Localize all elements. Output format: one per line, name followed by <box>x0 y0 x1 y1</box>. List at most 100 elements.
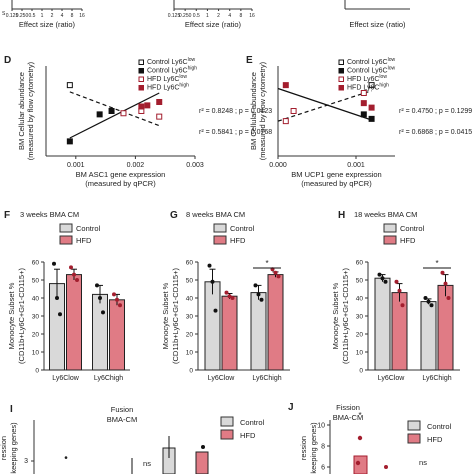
regression-line <box>69 91 160 127</box>
legend-marker <box>138 76 144 82</box>
data-point <box>52 261 56 266</box>
y-tick-label: 20 <box>356 332 364 339</box>
data-point <box>201 445 205 449</box>
data-point <box>368 82 375 89</box>
data-point <box>58 312 62 317</box>
data-point <box>276 274 281 279</box>
y-axis-label-2: keeping genes) <box>9 422 18 474</box>
panel-title: Fission <box>336 403 360 412</box>
y-tick-label: 40 <box>32 296 40 303</box>
fit-stat-1: r² = 0.4750 ; p = 0.1299 <box>399 108 472 115</box>
fit-stat-1: r² = 0.8248 ; p = 0.0123 <box>199 108 272 115</box>
legend-label: HFD Ly6Clow <box>147 74 187 83</box>
legend-swatch <box>59 223 73 233</box>
significance-label: * <box>358 411 361 420</box>
x-tick-label: Ly6Clow <box>52 375 80 382</box>
panel-j-letter: J <box>288 402 294 413</box>
x-tick-label: Ly6Chigh <box>252 375 281 382</box>
y-tick-label: 10 <box>317 423 325 430</box>
legend-marker <box>338 85 344 91</box>
x-tick-label: 0.000 <box>269 162 287 169</box>
y-tick-label: 30 <box>32 314 40 321</box>
bar <box>437 284 454 371</box>
legend-swatch <box>407 420 421 431</box>
data-point <box>429 303 434 308</box>
legend-swatch <box>220 429 234 440</box>
x-tick-label: 0.002 <box>127 162 145 169</box>
panel-a-x-tick-label: 2 <box>51 13 54 19</box>
y-axis-label-2: (CD11b+Ly6C+Gr1-CD115+) <box>171 268 180 364</box>
data-point <box>290 108 297 114</box>
y-tick-label: 20 <box>32 332 40 339</box>
fit-stat-2: r² = 0.6868 ; p = 0.0415 <box>399 129 472 136</box>
legend-marker <box>338 68 344 74</box>
y-tick-label: 0 <box>35 368 39 375</box>
panel-e-letter: E <box>246 55 253 66</box>
legend-marker <box>338 59 344 65</box>
panel-title: Fusion <box>111 405 134 414</box>
y-tick-label: 50 <box>32 278 40 285</box>
data-point <box>72 272 76 277</box>
panel-a-x-label: Effect size (ratio) <box>19 20 76 29</box>
y-axis-label: ression <box>299 436 308 460</box>
legend-swatch <box>213 223 227 233</box>
bar <box>66 274 82 371</box>
legend-label: HFD Ly6Clow <box>347 74 387 83</box>
data-point <box>259 297 264 302</box>
bar <box>92 293 108 371</box>
data-point <box>440 270 445 275</box>
data-point <box>384 465 388 469</box>
y-tick-label: 10 <box>32 350 40 357</box>
y-axis-label: Monocyte Subset % <box>161 282 170 349</box>
panel-g-letter: G <box>170 210 178 221</box>
data-point <box>360 90 367 96</box>
legend-label-sup: low <box>379 74 387 80</box>
data-point <box>120 110 127 117</box>
regression-line <box>277 87 372 121</box>
data-point <box>253 283 258 288</box>
regression-line <box>277 90 372 122</box>
data-point <box>230 296 235 300</box>
data-point <box>144 102 151 109</box>
data-point <box>108 108 115 114</box>
data-point <box>426 299 431 304</box>
significance-label: * <box>435 259 438 268</box>
significance-label: ns <box>143 459 151 468</box>
x-axis-label: BM UCP1 gene expression <box>291 170 381 179</box>
y-axis-label-2: (CD11b+Ly6C+Gr1-CD115+) <box>341 268 350 364</box>
data-point <box>355 460 361 466</box>
legend-label-sup: high <box>179 83 189 89</box>
legend-label-sup: low <box>388 66 396 72</box>
legend-label: HFD Ly6Chigh <box>147 83 189 92</box>
panel-title: 3 weeks BMA CM <box>20 210 79 219</box>
legend-label: HFD <box>230 236 246 245</box>
data-point <box>282 82 289 89</box>
data-point <box>69 265 73 270</box>
y-tick-label: 10 <box>356 350 364 357</box>
panel-b-x-tick-label: 2 <box>217 13 220 19</box>
y-tick-label: 3 <box>24 458 28 465</box>
data-point <box>95 283 99 288</box>
data-point <box>443 281 448 286</box>
data-point <box>224 290 229 295</box>
legend-label: Control Ly6Clow <box>147 57 195 66</box>
x-tick-label: 0.003 <box>186 162 204 169</box>
panel-h-letter: H <box>338 210 345 221</box>
legend-swatch <box>213 235 227 245</box>
legend-label-sup: low <box>179 74 187 80</box>
data-point <box>115 297 119 302</box>
panel-b-x-tick-label: 0.250 <box>179 13 192 19</box>
y-tick-label: 50 <box>356 278 364 285</box>
data-point <box>446 296 451 300</box>
data-point <box>397 288 402 293</box>
data-point <box>96 111 103 118</box>
data-point <box>101 310 105 315</box>
y-tick-label: 60 <box>356 260 364 267</box>
panel-a-x-tick-label: 8 <box>71 13 74 19</box>
legend-swatch <box>220 416 234 427</box>
legend-label: HFD <box>240 431 256 440</box>
legend-label: Control <box>240 418 265 427</box>
y-axis-label-2: (CD11b+Ly6C+Gr1-CD115+) <box>17 268 26 364</box>
data-point <box>423 296 428 300</box>
panel-d-letter: D <box>4 55 11 66</box>
